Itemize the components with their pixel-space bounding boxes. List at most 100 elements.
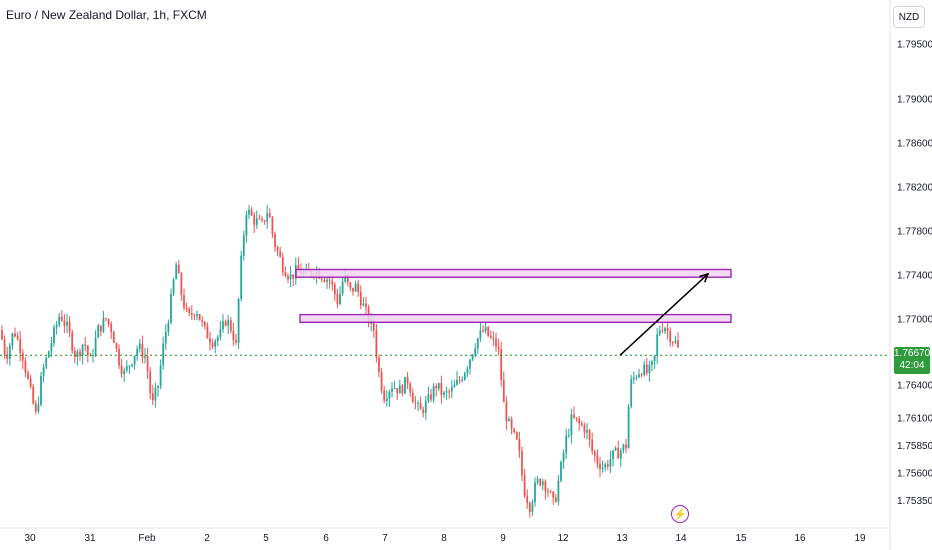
candle-body (193, 314, 196, 316)
candle-body (99, 325, 102, 332)
candle-body (484, 326, 487, 332)
last-price-value: 1.76670 (894, 348, 931, 360)
plot-area[interactable] (0, 0, 890, 528)
candle-body (198, 314, 201, 321)
time-tick-label: 9 (500, 533, 506, 544)
candle-body (539, 479, 542, 486)
candle-body (635, 377, 638, 379)
candle-body (443, 392, 445, 395)
candle-body (92, 355, 94, 357)
candle-body (110, 323, 113, 333)
candle-body (601, 467, 604, 470)
candle-body (575, 417, 578, 419)
candle-body (162, 343, 165, 366)
candle-body (164, 331, 167, 344)
candle-body (8, 345, 11, 359)
candle-body (11, 333, 14, 346)
candle-body (510, 418, 513, 429)
candle-body (183, 295, 185, 308)
candle-body (154, 388, 157, 401)
candle-body (476, 338, 479, 349)
candle-body (500, 349, 503, 381)
candle-body (242, 235, 245, 256)
candle-body (560, 461, 562, 481)
price-tick-label: 1.79500 (897, 40, 932, 51)
candle-body (518, 439, 521, 452)
candle-body (656, 334, 659, 356)
time-tick-label: 2 (204, 533, 210, 544)
currency-button[interactable]: NZD (893, 6, 925, 28)
candle-body (414, 402, 417, 404)
candle-body (677, 340, 679, 348)
candle-body (47, 351, 50, 358)
candle-body (320, 278, 323, 280)
price-tick-label: 1.75850 (897, 441, 932, 452)
candle-body (669, 330, 672, 343)
candle-body (671, 342, 674, 344)
projection-arrow-head (699, 272, 710, 283)
candle-body (45, 357, 48, 368)
candle-body (276, 247, 279, 251)
candle-body (549, 491, 552, 493)
candle-body (596, 455, 599, 464)
candle-body (349, 282, 352, 288)
candle-body (365, 303, 367, 308)
candle-body (136, 348, 139, 357)
candle-body (105, 318, 107, 320)
candle-body (63, 320, 66, 326)
lightning-bolt-icon[interactable]: ⚡ (671, 505, 689, 523)
candle-body (474, 348, 477, 355)
candle-body (123, 370, 126, 374)
candle-body (261, 218, 263, 221)
candle-body (531, 502, 534, 513)
candle-body (146, 356, 149, 372)
candle-body (463, 372, 466, 380)
candle-body (523, 475, 526, 497)
candle-body (495, 338, 497, 347)
candle-body (497, 346, 500, 350)
projection-arrow (619, 272, 710, 356)
candle-body (328, 279, 331, 281)
candle-body (578, 418, 581, 424)
candle-body (404, 377, 406, 394)
candle-body (362, 303, 365, 306)
candle-body (240, 255, 243, 299)
candle-body (34, 403, 37, 412)
candle-body (570, 414, 573, 436)
candle-body (60, 316, 63, 321)
candle-body (666, 328, 669, 331)
candle-body (248, 209, 250, 215)
candle-body (580, 423, 583, 426)
candle-body (448, 391, 451, 393)
candle-body (271, 217, 274, 234)
candles (1, 204, 679, 518)
time-tick-label: Feb (138, 533, 156, 544)
candle-body (237, 298, 240, 343)
candle-body (107, 319, 110, 324)
upper-zone[interactable] (295, 268, 732, 278)
candle-body (331, 280, 334, 285)
candle-body (27, 372, 29, 379)
time-axis[interactable]: 30 31 Feb 2 5 6 7 8 9 12 13 14 15 16 19 (24, 533, 866, 544)
price-axis[interactable]: 1.79500 1.79000 1.78600 1.78200 1.77800 1.774… (897, 40, 932, 508)
lower-zone[interactable] (299, 313, 732, 324)
candle-body (263, 220, 266, 222)
candle-body (586, 429, 588, 433)
candle-body (645, 364, 648, 374)
candle-body (333, 284, 336, 295)
candle-body (458, 379, 461, 381)
candle-body (50, 343, 53, 352)
candle-body (385, 398, 388, 402)
price-tick-label: 1.76100 (897, 414, 932, 425)
candle-body (79, 351, 81, 356)
candle-body (102, 318, 105, 332)
candle-body (357, 283, 360, 293)
candle-body (502, 380, 505, 403)
candle-body (177, 264, 180, 274)
candle-body (466, 368, 469, 373)
candle-body (554, 497, 557, 502)
price-tick-label: 1.77000 (897, 315, 932, 326)
candle-body (341, 281, 344, 294)
candle-body (190, 312, 193, 315)
